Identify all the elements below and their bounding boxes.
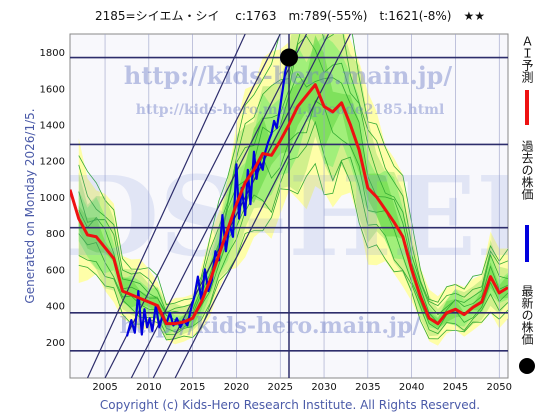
copyright-footer: Copyright (c) Kids-Hero Research Institu… bbox=[100, 398, 480, 412]
y-tick-label: 1000 bbox=[40, 193, 65, 204]
legend-ai-label: ＡＩ予測 bbox=[520, 35, 534, 84]
trend-line bbox=[104, 34, 281, 378]
generated-date-caption: Generated on Monday 2026/1/5. bbox=[23, 108, 37, 303]
x-axis-ticks: 2005 2010 2015 2020 2025 2030 2035 2040 2045 2050 bbox=[92, 382, 512, 393]
legend: ＡＩ予測 過去の株価 最新の株価 bbox=[519, 35, 535, 374]
past-price-line bbox=[125, 57, 291, 337]
x-tick-label: 2025 bbox=[268, 382, 293, 393]
forecast-band bbox=[78, 34, 508, 341]
vertical-gridlines bbox=[104, 34, 500, 378]
x-tick-label: 2035 bbox=[355, 382, 380, 393]
ai-forecast-line bbox=[70, 83, 508, 326]
url-watermark-bottom: http://kids-hero.main.jp/ bbox=[120, 313, 422, 339]
y-tick-label: 1600 bbox=[40, 84, 65, 95]
y-tick-label: 1800 bbox=[40, 48, 65, 59]
chart-title: 2185=シイエム・シイ c:1763 m:789(-55%) t:1621(-… bbox=[95, 9, 485, 23]
trend-lines bbox=[86, 34, 351, 378]
forecast-band bbox=[78, 35, 508, 329]
x-tick-label: 2005 bbox=[92, 382, 117, 393]
forecast-band-line bbox=[78, 34, 508, 306]
y-tick-label: 1200 bbox=[40, 157, 65, 168]
x-tick-label: 2045 bbox=[443, 382, 468, 393]
y-tick-label: 600 bbox=[46, 265, 65, 276]
y-tick-label: 800 bbox=[46, 229, 65, 240]
y-tick-label: 400 bbox=[46, 302, 65, 313]
legend-latest-swatch bbox=[519, 358, 535, 374]
legend-latest-label: 最新の株価 bbox=[520, 285, 534, 345]
trend-line bbox=[174, 34, 351, 378]
x-tick-label: 2030 bbox=[311, 382, 336, 393]
y-axis-ticks: 200 400 600 800 1000 1200 1400 1600 1800 bbox=[40, 48, 65, 349]
legend-past-label: 過去の株価 bbox=[520, 140, 534, 200]
forecast-band-line bbox=[78, 100, 508, 333]
y-tick-label: 1400 bbox=[40, 121, 65, 132]
series-lines bbox=[70, 57, 508, 337]
latest-price-marker bbox=[280, 48, 298, 67]
x-tick-label: 2010 bbox=[136, 382, 161, 393]
trend-line bbox=[86, 34, 246, 378]
x-tick-label: 2020 bbox=[224, 382, 249, 393]
x-tick-label: 2050 bbox=[487, 382, 512, 393]
x-tick-label: 2040 bbox=[399, 382, 424, 393]
y-tick-label: 200 bbox=[46, 338, 65, 349]
x-tick-label: 2015 bbox=[180, 382, 205, 393]
